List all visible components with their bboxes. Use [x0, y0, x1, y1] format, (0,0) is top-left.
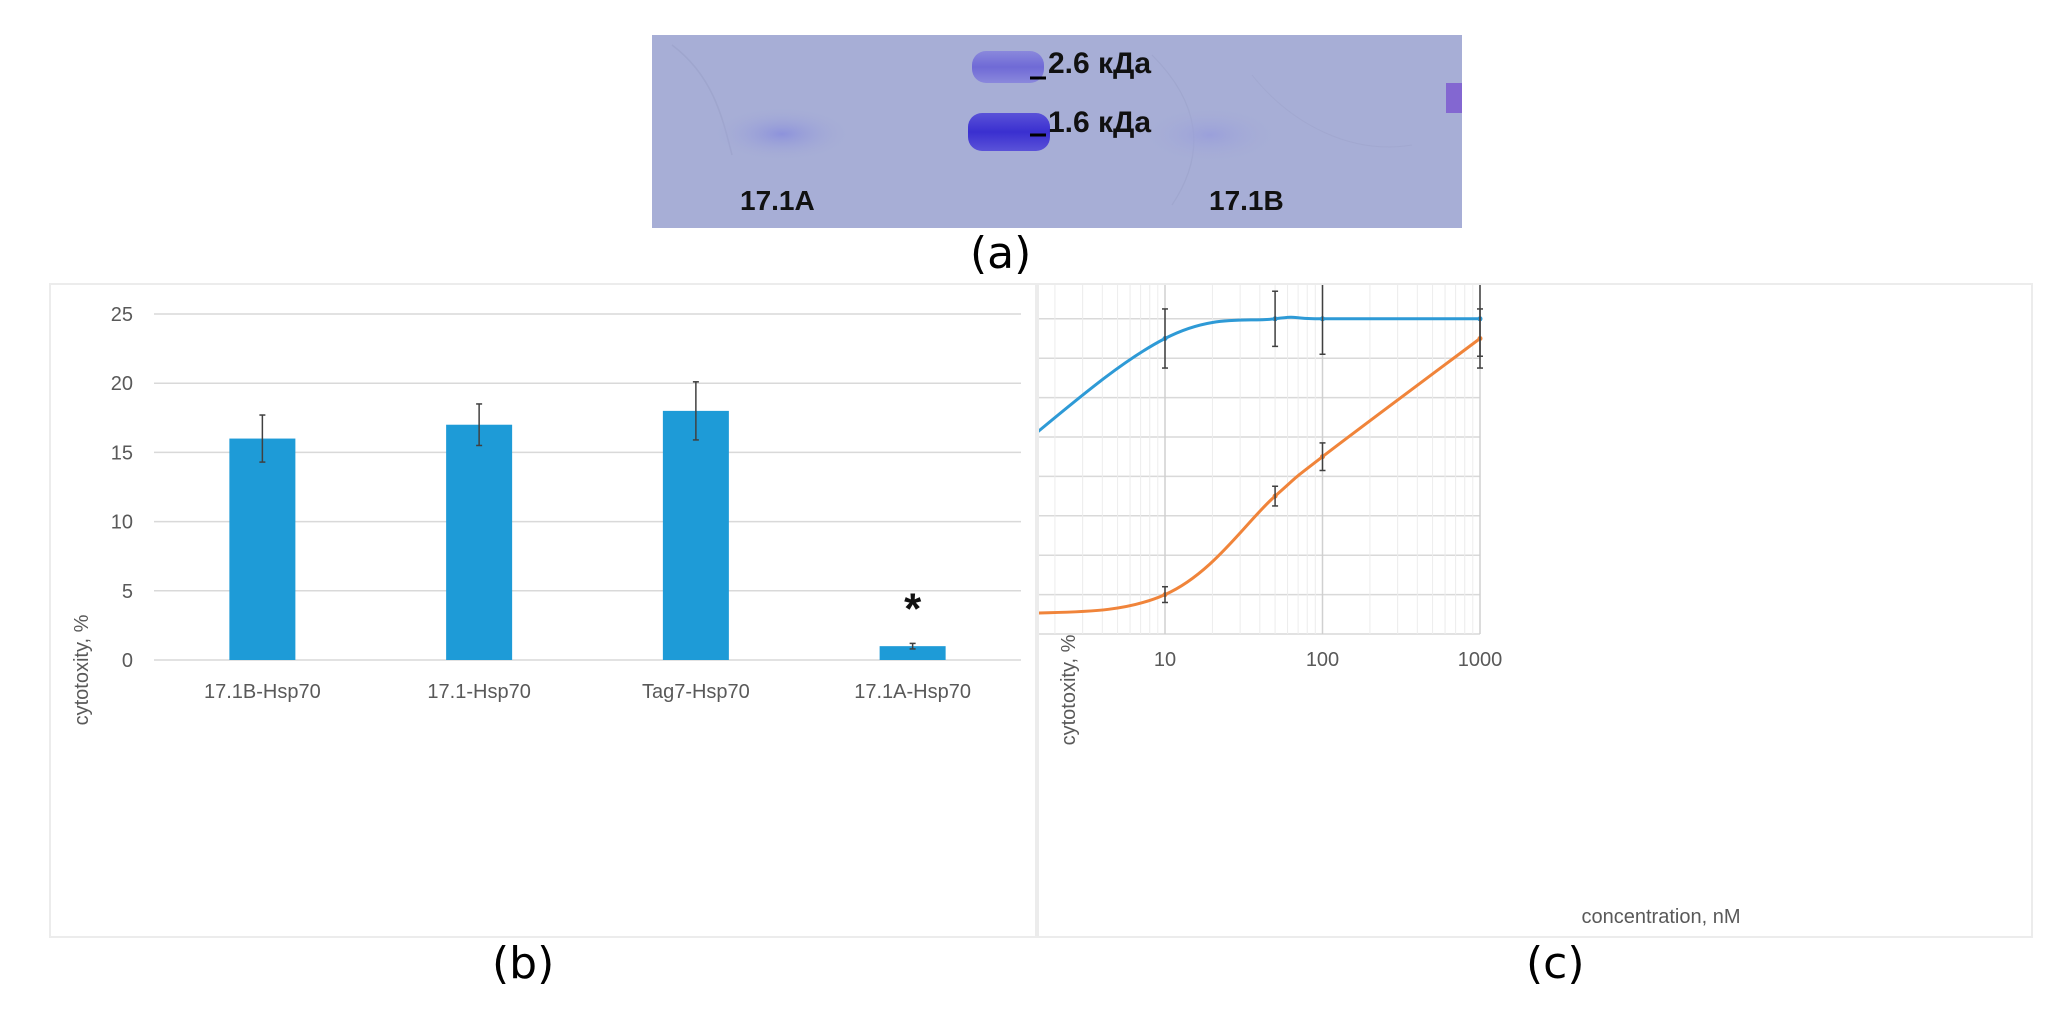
lane-label-17-1b: 17.1B: [1209, 185, 1284, 216]
marker-band-upper: [972, 51, 1044, 83]
line-chart-x-tick-label: 1000: [1458, 649, 1503, 671]
bar-17-1b-hsp70: [229, 438, 296, 660]
bar-17-1-hsp70: [446, 424, 513, 660]
bar-chart-y-tick-label: 20: [111, 373, 133, 395]
bar-chart-panel: 0 5 10 15 20 25 17.1B-Hsp70 17.1-Hsp70 Tag7-Hsp7…: [49, 283, 1037, 938]
bar-chart-y-axis-label: cytotoxity, %: [71, 614, 93, 725]
marker-label-upper: 2.6 кДа: [1048, 47, 1151, 80]
significance-marker: *: [904, 584, 922, 633]
gel-image: 2.6 кДа 1.6 кДа 17.1A 17.1B: [652, 35, 1462, 228]
lane-label-17-1a: 17.1A: [740, 185, 815, 216]
line-chart-x-tick-label: 10: [1154, 649, 1176, 671]
line-chart-x-tick-label: 100: [1306, 649, 1339, 671]
bar-chart-x-tick-label: Tag7-Hsp70: [642, 681, 750, 703]
gel-image-panel: 2.6 кДа 1.6 кДа 17.1A 17.1B: [652, 35, 1462, 228]
bar-chart-y-tick-label: 15: [111, 442, 133, 464]
line-chart-x-axis-label: concentration, nM: [1582, 906, 1741, 928]
bar-17-1a-hsp70: [879, 646, 946, 660]
bar-chart-x-tick-label: 17.1-Hsp70: [427, 681, 530, 703]
marker-band-lower: [968, 113, 1050, 151]
caption-c: (c): [1526, 938, 1585, 989]
bar-chart: 0 5 10 15 20 25 17.1B-Hsp70 17.1-Hsp70 Tag7-Hsp7…: [71, 304, 1021, 725]
bar-chart-x-tick-label: 17.1A-Hsp70: [854, 681, 971, 703]
caption-a: (a): [970, 228, 1032, 279]
gel-band-17-1a: [710, 106, 854, 162]
line-chart: 024681012141618200.11101001000 17.1B-Hsp…: [812, 230, 1741, 928]
bar-chart-y-tick-label: 5: [122, 581, 133, 603]
gel-band-17-1b: [1138, 105, 1282, 165]
line-chart-panel: 024681012141618200.11101001000 17.1B-Hsp…: [812, 230, 2033, 938]
marker-label-lower: 1.6 кДа: [1048, 106, 1151, 139]
bar-chart-y-tick-label: 25: [111, 304, 133, 326]
bar-tag7-hsp70: [662, 410, 729, 660]
bar-chart-x-tick-label: 17.1B-Hsp70: [204, 681, 321, 703]
bar-chart-y-tick-label: 0: [122, 650, 133, 672]
line-chart-y-axis-label: cytotoxity, %: [1058, 634, 1080, 745]
caption-b: (b): [492, 938, 555, 989]
bar-chart-y-tick-label: 10: [111, 512, 133, 534]
